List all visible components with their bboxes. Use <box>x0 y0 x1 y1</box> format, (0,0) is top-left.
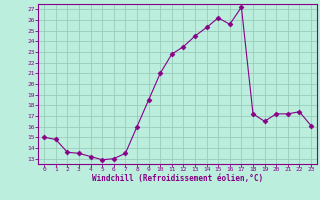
X-axis label: Windchill (Refroidissement éolien,°C): Windchill (Refroidissement éolien,°C) <box>92 174 263 183</box>
